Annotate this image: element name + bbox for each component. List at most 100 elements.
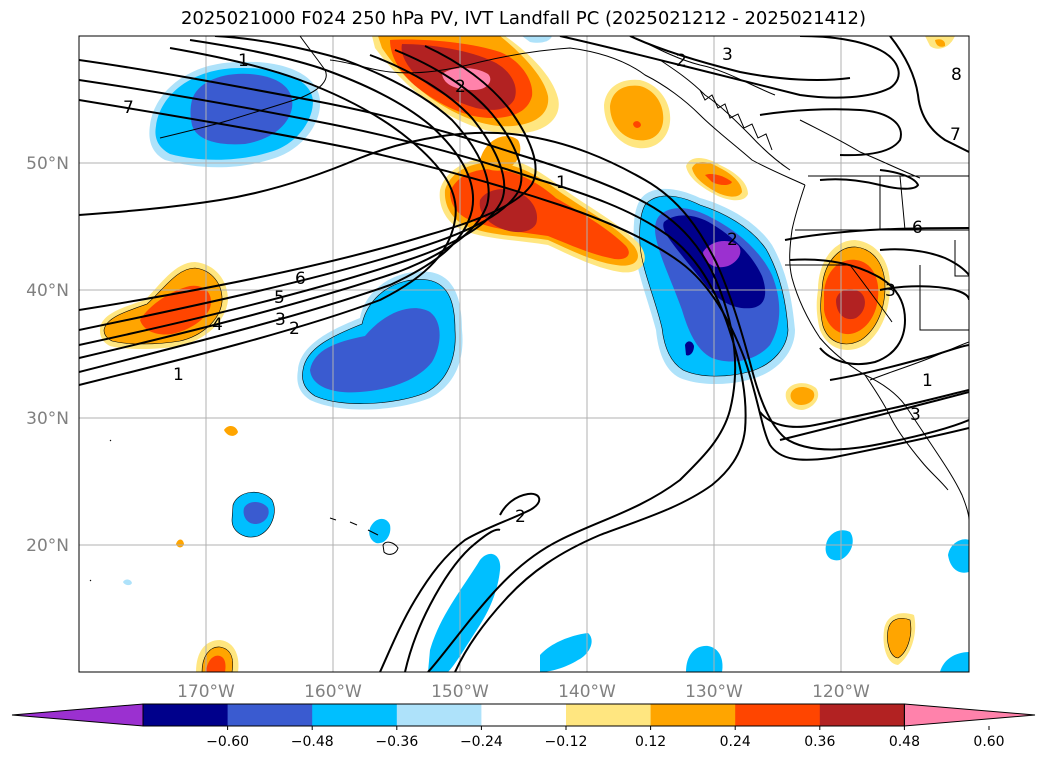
colorbar-segment [312,704,398,726]
colorbar-segment [566,704,652,726]
contour-label: 6 [912,218,923,238]
colorbar-tick-label: −0.60 [206,734,249,750]
pv-contour-11 [559,36,900,99]
pos-field-south-east-2 [887,618,911,658]
pos-field-nevada-4 [836,289,865,320]
pv-contour-22 [404,528,501,672]
colorbar-tick-label: 0.60 [973,734,1004,750]
colorbar-segment [650,704,736,726]
contour-label: 3 [275,310,286,330]
colorbar-tick-label: −0.36 [375,734,418,750]
neg-field-offshore-ca-5 [703,240,741,268]
contour-labels: 1 2 3 4 5 6 7 1 2 3 2 1 2 8 7 6 3 1 3 2 [123,45,962,527]
lon-axis-labels: 170°W 160°W 150°W 140°W 130°W 120°W [177,682,870,702]
lat-label: 50°N [26,154,69,174]
figure-title: 2025021000 F024 250 hPa PV, IVT Landfall… [180,8,867,29]
contour-label: 2 [676,51,687,71]
border-state-az [954,240,969,277]
pv-contour-2 [79,39,475,373]
colorbar-extend-max [903,703,1036,727]
neg-field-hawaii-north-2 [243,502,269,524]
coast-alaska-mainland [639,39,921,179]
colorbar-tick-label: −0.24 [460,734,503,750]
outline-south-east [887,618,912,659]
colorbar-extend-min [11,703,144,727]
pv-contour-5 [79,49,523,331]
pos-field-top-right-2 [935,39,946,47]
pv-contour-14 [889,36,969,153]
neg-field-southwest-curve [428,553,501,672]
outline-south-west [201,646,233,672]
pos-field-bc-coast-3 [633,121,641,128]
contour-label: 3 [885,281,896,301]
coast-hawaii [329,517,399,555]
neg-field-south-130w [686,645,723,672]
pv-contour-18 [879,285,969,301]
contour-label: 5 [274,288,285,308]
colorbar-tick-label: 0.12 [635,734,666,750]
pos-field-baja-2 [790,387,815,405]
outline-west [103,267,223,345]
lat-axis-labels: 20°N 30°N 40°N 50°N [26,154,69,556]
colorbar-segment [481,704,567,726]
pos-field-small-a [224,426,238,436]
neg-field-central-pacific-3 [310,308,440,393]
colorbar-tick-label: 0.36 [804,734,835,750]
neg-field-top-center [522,36,552,43]
colorbar-tick-label: 0.24 [720,734,751,750]
contour-label: 2 [727,230,738,250]
pv-contour-9 [79,99,969,461]
contour-label: 1 [556,173,567,193]
colorbar-segment [819,704,905,726]
pos-field-alaska-5 [442,68,491,90]
contour-label: 4 [212,315,223,335]
coast-bc-fjords [699,89,773,151]
outline-central [302,279,456,404]
colorbar-tick-label: −0.12 [545,734,588,750]
pv-contour-23 [759,389,969,428]
colorbar: −0.60 −0.48 −0.36 −0.24 −0.12 0.12 0.24 0.36 0.4… [11,703,1036,750]
pos-field-bc-coast-2 [610,85,664,141]
contour-label: 7 [123,98,134,118]
coast-aleutian-dots [89,439,112,582]
pv-contour-3 [79,36,490,359]
pv-contour-24 [879,248,969,276]
lat-label: 30°N [26,409,69,429]
contour-label: 1 [173,365,184,385]
lat-label: 20°N [26,536,69,556]
pos-field-south-west-3 [206,655,226,672]
colorbar-tick-label: −0.48 [291,734,334,750]
neg-field-southeast-corner [940,652,969,672]
pv-contour-20 [779,391,969,441]
lon-label: 140°W [558,682,616,702]
neg-field-hawaii-east [369,518,391,544]
contour-label: 3 [722,45,733,65]
colorbar-segment [227,704,313,726]
colorbar-tick-label: 0.48 [889,734,920,750]
pv-contour-17 [789,258,907,366]
neg-field-south-center [540,633,592,672]
pv-contour-16 [784,227,969,241]
shading-outlines [103,195,912,672]
pv-contour-21 [379,492,541,672]
pv-contour-6 [79,45,537,311]
pv-contour-10 [79,131,969,451]
coast-south-alaska [329,47,806,186]
coast-us-west [789,184,906,406]
colorbar-segment [396,704,482,726]
contour-label: 6 [295,269,306,289]
contour-label: 8 [951,65,962,85]
coastlines [89,36,969,582]
lon-label: 170°W [177,682,235,702]
contour-label: 7 [950,125,961,145]
neg-field-small-left [123,579,132,586]
pos-field-oregon-3 [705,173,732,185]
pv-contour-1 [79,47,457,386]
contour-label: 1 [922,371,933,391]
contour-label: 3 [910,405,921,425]
contour-label: 2 [515,507,526,527]
lat-label: 40°N [26,281,69,301]
graticule [79,36,969,672]
coast-bc-islands [659,59,791,171]
